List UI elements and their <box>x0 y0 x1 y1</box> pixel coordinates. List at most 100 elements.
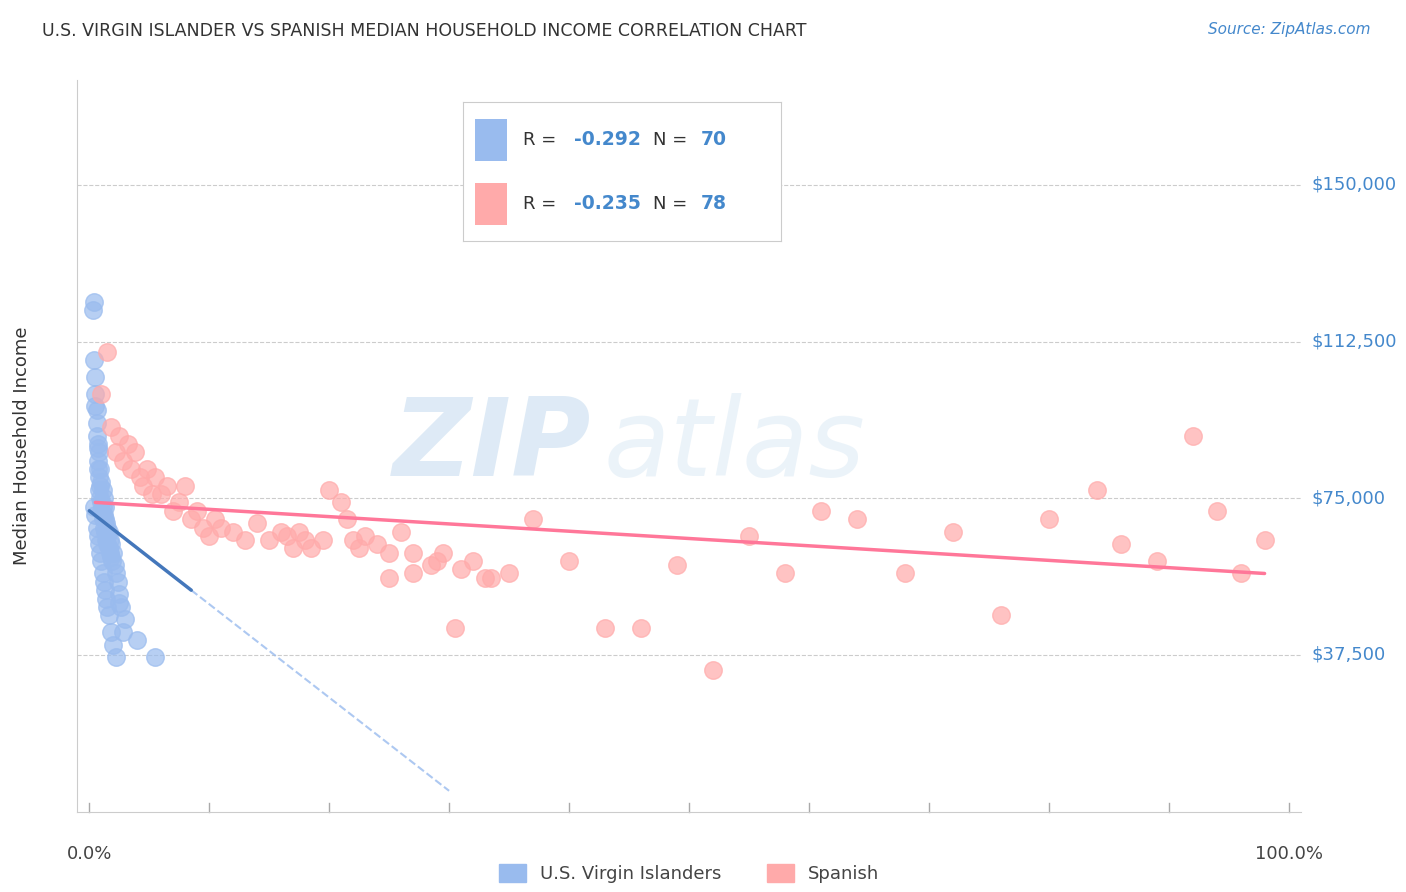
Text: Source: ZipAtlas.com: Source: ZipAtlas.com <box>1208 22 1371 37</box>
Point <box>143 470 166 484</box>
Point <box>91 483 114 497</box>
Point <box>593 621 616 635</box>
Point <box>90 475 112 489</box>
Point <box>810 504 832 518</box>
Point <box>83 500 105 514</box>
Point <box>98 545 121 559</box>
Text: $150,000: $150,000 <box>1312 176 1396 194</box>
Point <box>83 294 105 309</box>
Point <box>474 571 496 585</box>
Point <box>94 516 117 531</box>
Point <box>110 599 132 614</box>
Point <box>108 596 131 610</box>
Point <box>86 437 108 451</box>
Point <box>336 512 359 526</box>
Point <box>522 512 544 526</box>
Point <box>665 558 688 573</box>
Point <box>94 533 117 547</box>
Point <box>86 441 108 455</box>
Point <box>87 537 110 551</box>
Point <box>111 453 134 467</box>
Point <box>174 479 197 493</box>
Point <box>114 612 136 626</box>
Point <box>942 524 965 539</box>
Point <box>96 537 118 551</box>
Point <box>82 303 104 318</box>
Point <box>94 500 117 514</box>
Point <box>222 524 245 539</box>
Point <box>117 437 139 451</box>
Point <box>104 650 127 665</box>
Point <box>90 554 112 568</box>
Point <box>141 487 163 501</box>
Point <box>127 633 149 648</box>
Point <box>402 566 425 581</box>
Point <box>444 621 467 635</box>
Point <box>702 663 724 677</box>
Point <box>90 495 112 509</box>
Point <box>389 524 412 539</box>
Point <box>354 529 377 543</box>
Point <box>233 533 256 547</box>
Point <box>83 353 105 368</box>
Point <box>96 345 118 359</box>
Point <box>1085 483 1108 497</box>
Point <box>100 625 122 640</box>
Point <box>94 524 117 539</box>
Point <box>100 420 122 434</box>
Point <box>111 625 134 640</box>
Point <box>100 549 122 564</box>
Point <box>98 533 121 547</box>
Point <box>773 566 796 581</box>
Point <box>135 462 157 476</box>
Point <box>630 621 652 635</box>
Point <box>1146 554 1168 568</box>
Point <box>103 638 125 652</box>
Point <box>169 495 191 509</box>
Point <box>107 574 129 589</box>
Point <box>1109 537 1132 551</box>
Point <box>84 399 107 413</box>
Point <box>366 537 388 551</box>
Point <box>132 479 155 493</box>
Point <box>1181 428 1204 442</box>
Point <box>100 537 122 551</box>
Text: ZIP: ZIP <box>392 393 591 499</box>
Point <box>101 554 124 568</box>
Point <box>276 529 298 543</box>
Point <box>96 529 118 543</box>
Point <box>461 554 484 568</box>
Point <box>94 591 117 606</box>
Point <box>150 487 173 501</box>
Text: $37,500: $37,500 <box>1312 646 1386 664</box>
Point <box>479 571 502 585</box>
Point <box>294 533 316 547</box>
Point <box>1205 504 1227 518</box>
Point <box>1038 512 1060 526</box>
Point <box>1229 566 1251 581</box>
Point <box>378 545 401 559</box>
Point <box>894 566 917 581</box>
Point <box>156 479 179 493</box>
Point <box>89 462 111 476</box>
Point <box>402 545 425 559</box>
Point <box>91 500 114 514</box>
Point <box>87 483 110 497</box>
Point <box>97 541 120 556</box>
Point <box>246 516 269 531</box>
Point <box>193 520 215 534</box>
Point <box>103 545 125 559</box>
Point <box>89 479 111 493</box>
Text: $75,000: $75,000 <box>1312 489 1386 508</box>
Point <box>432 545 454 559</box>
Point <box>124 445 146 459</box>
Text: $112,500: $112,500 <box>1312 333 1398 351</box>
Point <box>86 416 108 430</box>
Point <box>84 508 107 522</box>
Point <box>738 529 761 543</box>
Point <box>120 462 142 476</box>
Point <box>87 445 110 459</box>
Point <box>89 491 111 506</box>
Point <box>94 583 117 598</box>
Point <box>86 520 108 534</box>
